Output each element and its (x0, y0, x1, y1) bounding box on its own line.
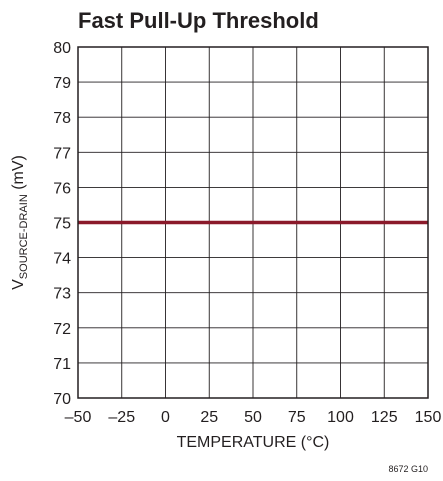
y-tick-label: 80 (53, 40, 71, 57)
x-axis-label: TEMPERATURE (°C) (177, 434, 330, 451)
x-tick-label: 0 (161, 409, 170, 426)
plot-frame (77, 46, 429, 399)
y-tick-label: 79 (53, 75, 71, 92)
y-tick-label: 70 (53, 391, 71, 408)
x-tick-label: 150 (415, 409, 442, 426)
x-tick-label: –50 (65, 409, 92, 426)
x-tick-label: 125 (371, 409, 398, 426)
y-tick-labels: 70 71 72 73 74 75 76 77 78 79 80 (53, 40, 71, 408)
x-tick-labels: –50 –25 0 25 50 75 100 125 150 (65, 409, 442, 426)
y-tick-label: 78 (53, 110, 71, 127)
x-tick-label: –25 (108, 409, 135, 426)
x-tick-label: 75 (288, 409, 306, 426)
y-tick-label: 73 (53, 286, 71, 303)
x-tick-label: 50 (244, 409, 262, 426)
y-tick-label: 71 (53, 356, 71, 373)
figure-code: 8672 G10 (388, 464, 428, 474)
y-tick-label: 75 (53, 216, 71, 233)
y-tick-label: 77 (53, 145, 71, 162)
y-axis-label-prefix: V (10, 279, 27, 290)
y-tick-label: 74 (53, 251, 71, 268)
chart-title: Fast Pull-Up Threshold (78, 8, 319, 33)
x-tick-label: 25 (200, 409, 218, 426)
y-tick-label: 72 (53, 321, 71, 338)
x-tick-label: 100 (327, 409, 354, 426)
y-axis-label-suffix: (mV) (10, 155, 27, 194)
grid (77, 46, 429, 399)
y-axis-label-subscript: SOURCE-DRAIN (18, 194, 30, 279)
y-axis-label: VSOURCE-DRAIN (mV) (10, 155, 30, 290)
y-tick-label: 76 (53, 180, 71, 197)
